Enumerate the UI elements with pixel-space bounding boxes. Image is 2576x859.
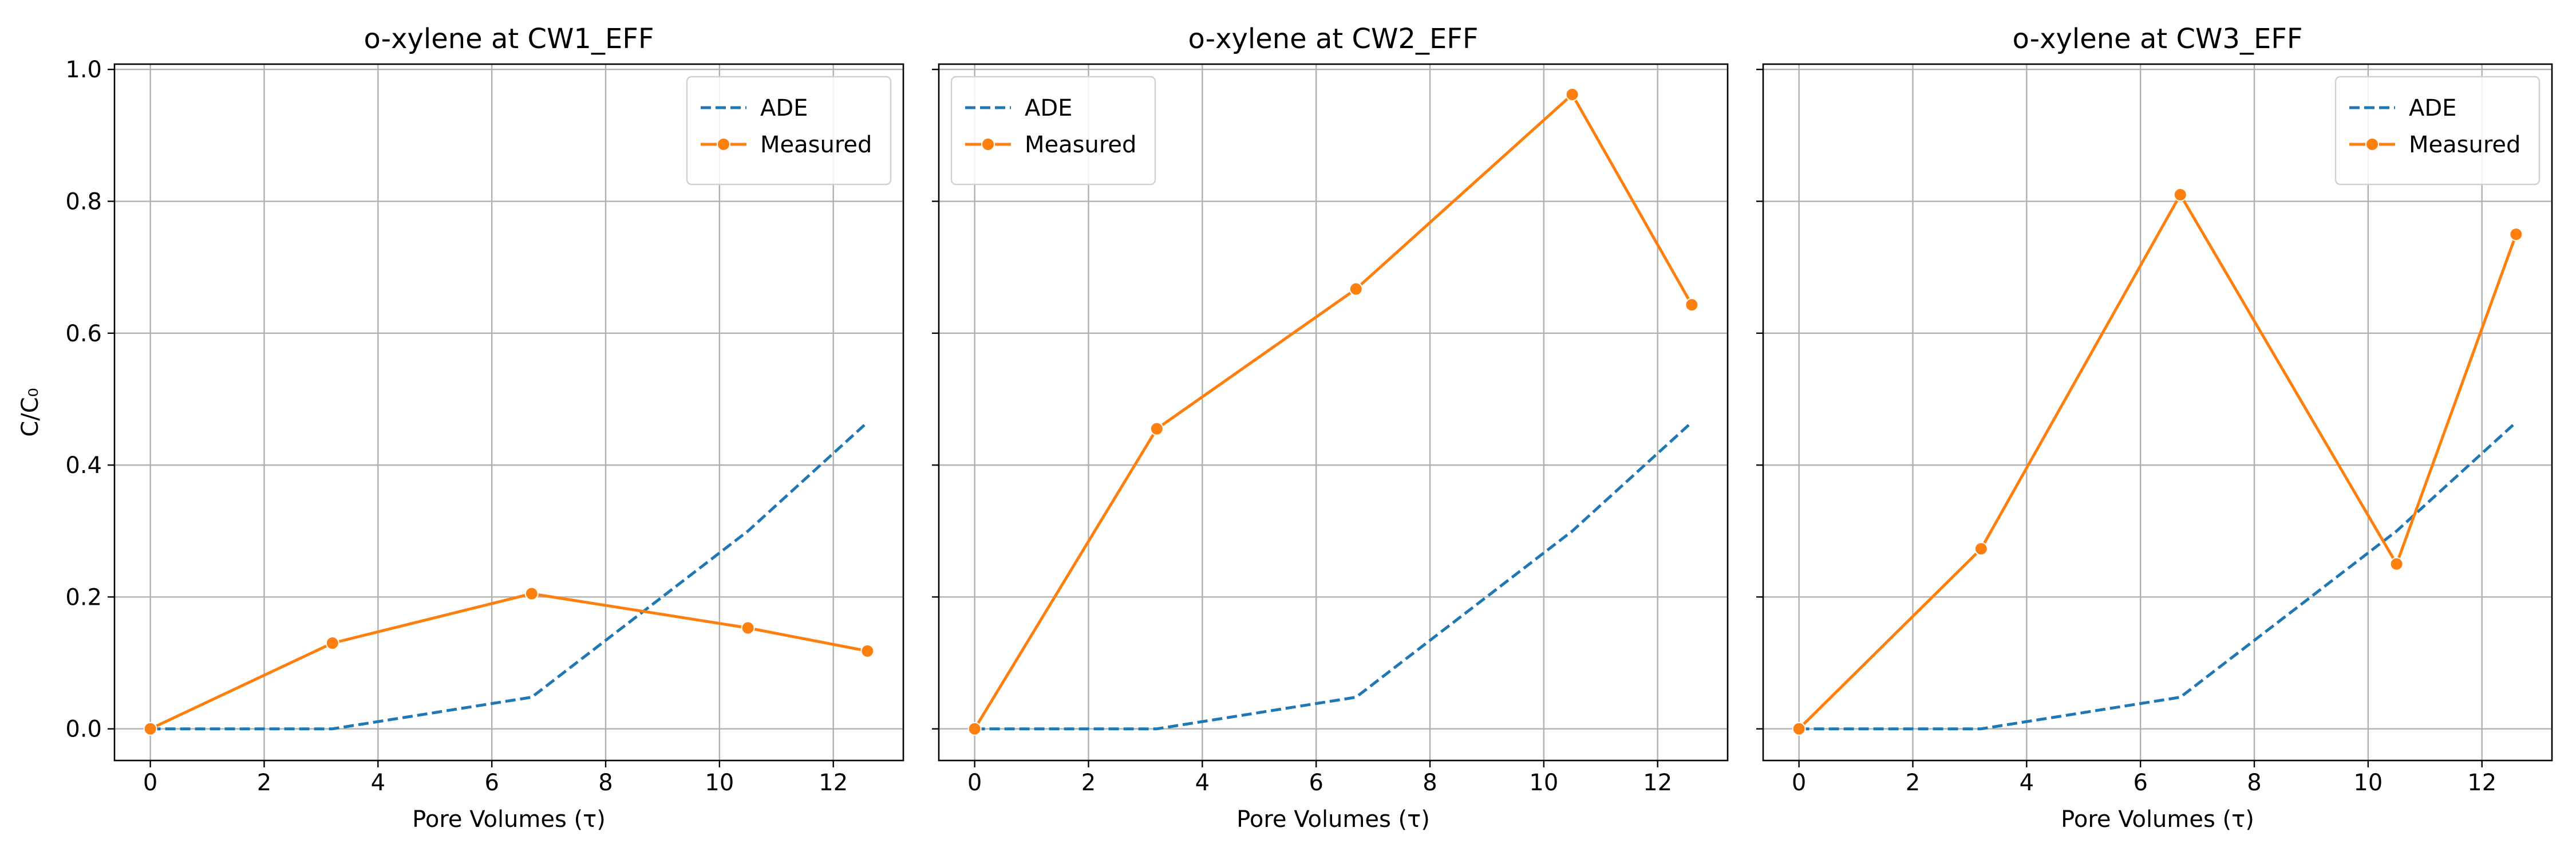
legend-marker-measured [981, 137, 995, 151]
y-tick-label: 0.2 [65, 584, 102, 610]
x-tick-label: 10 [705, 770, 734, 796]
legend: ADE Measured [686, 76, 892, 186]
data-point-measured [741, 621, 755, 635]
x-tick-label: 0 [143, 770, 157, 796]
axes-frame [938, 63, 1729, 762]
x-tick-label: 2 [1906, 770, 1920, 796]
x-tick-label: 4 [1195, 770, 1210, 796]
x-axis-label: Pore Volumes (τ) [1236, 806, 1430, 833]
y-tick-label: 0.4 [65, 452, 102, 479]
chart-title: o-xylene at CW2_EFF [1188, 23, 1478, 55]
data-point-measured [2509, 227, 2523, 242]
data-point-measured [860, 644, 875, 658]
x-tick-label: 6 [2133, 770, 2147, 796]
y-tick-label: 1.0 [65, 57, 102, 83]
x-tick-label: 0 [1792, 770, 1806, 796]
series-line-measured [1797, 193, 2518, 730]
data-point-measured [2173, 188, 2187, 202]
data-point-measured [325, 636, 339, 651]
x-tick-label: 6 [1309, 770, 1323, 796]
x-axis-label: Pore Volumes (τ) [2061, 806, 2254, 833]
legend-marker-measured [717, 137, 730, 151]
x-tick-label: 2 [257, 770, 271, 796]
legend-marker-measured [2365, 137, 2379, 151]
legend-label-ade: ADE [2409, 95, 2456, 121]
data-point-measured [1974, 542, 1988, 556]
x-axis-label: Pore Volumes (τ) [412, 806, 606, 833]
legend-frame [950, 76, 1156, 186]
data-point-measured [1349, 282, 1363, 296]
y-tick-label: 0.6 [65, 321, 102, 347]
x-tick-label: 6 [484, 770, 499, 796]
x-tick-label: 2 [1081, 770, 1096, 796]
x-tick-label: 12 [1643, 770, 1672, 796]
legend: ADE Measured [950, 76, 1156, 186]
data-point-measured [143, 722, 157, 736]
legend-frame [2334, 76, 2541, 186]
legend-label-measured: Measured [760, 132, 872, 158]
y-tick-label: 0.8 [65, 189, 102, 215]
y-axis-label: C/C₀ [17, 388, 44, 436]
chart-panel-2: 0 2 4 6 8 10 12 o-xylene at CW2_EFF Pore Volumes… [932, 23, 1729, 833]
data-point-measured [524, 586, 539, 601]
x-tick-label: 10 [1529, 770, 1558, 796]
x-tick-label: 12 [2467, 770, 2496, 796]
chart-title: o-xylene at CW1_EFF [364, 23, 654, 55]
axes-frame [113, 63, 904, 762]
chart-panel-1: 0 2 4 6 8 10 12 0.0 0.2 0.4 0.6 0.8 1.0 o-xylene at C… [17, 23, 904, 833]
data-point-measured [1792, 722, 1806, 736]
x-tick-label: 8 [1423, 770, 1437, 796]
plot-area [143, 421, 875, 736]
x-tick-label: 0 [967, 770, 982, 796]
data-point-measured [967, 722, 982, 736]
chart-title: o-xylene at CW3_EFF [2012, 23, 2302, 55]
x-tick-label: 4 [2020, 770, 2034, 796]
legend-label-ade: ADE [760, 95, 808, 121]
data-point-measured [1565, 87, 1579, 101]
data-point-measured [2389, 557, 2404, 571]
series-line-ade [974, 421, 1693, 731]
x-tick-label: 8 [2247, 770, 2261, 796]
x-tick-label: 4 [371, 770, 385, 796]
x-tick-label: 10 [2353, 770, 2383, 796]
legend-label-measured: Measured [2409, 132, 2520, 158]
legend-label-ade: ADE [1025, 95, 1072, 121]
legend: ADE Measured [2334, 76, 2541, 186]
x-tick-label: 8 [598, 770, 613, 796]
data-point-measured [1685, 298, 1699, 312]
series-line-ade [150, 421, 869, 731]
x-tick-label: 12 [819, 770, 848, 796]
legend-frame [686, 76, 892, 186]
plot-area [1792, 188, 2523, 736]
series-line-ade [1799, 421, 2518, 731]
axes-frame [1762, 63, 2553, 762]
plot-area [967, 87, 1699, 736]
series-line-measured [973, 93, 1693, 730]
chart-panel-3: 0 2 4 6 8 10 12 o-xylene at CW3_EFF Pore Volumes… [1756, 23, 2553, 833]
y-tick-label: 0.0 [65, 716, 102, 743]
data-point-measured [1149, 421, 1164, 436]
series-line-measured [149, 592, 868, 730]
legend-label-measured: Measured [1025, 132, 1136, 158]
